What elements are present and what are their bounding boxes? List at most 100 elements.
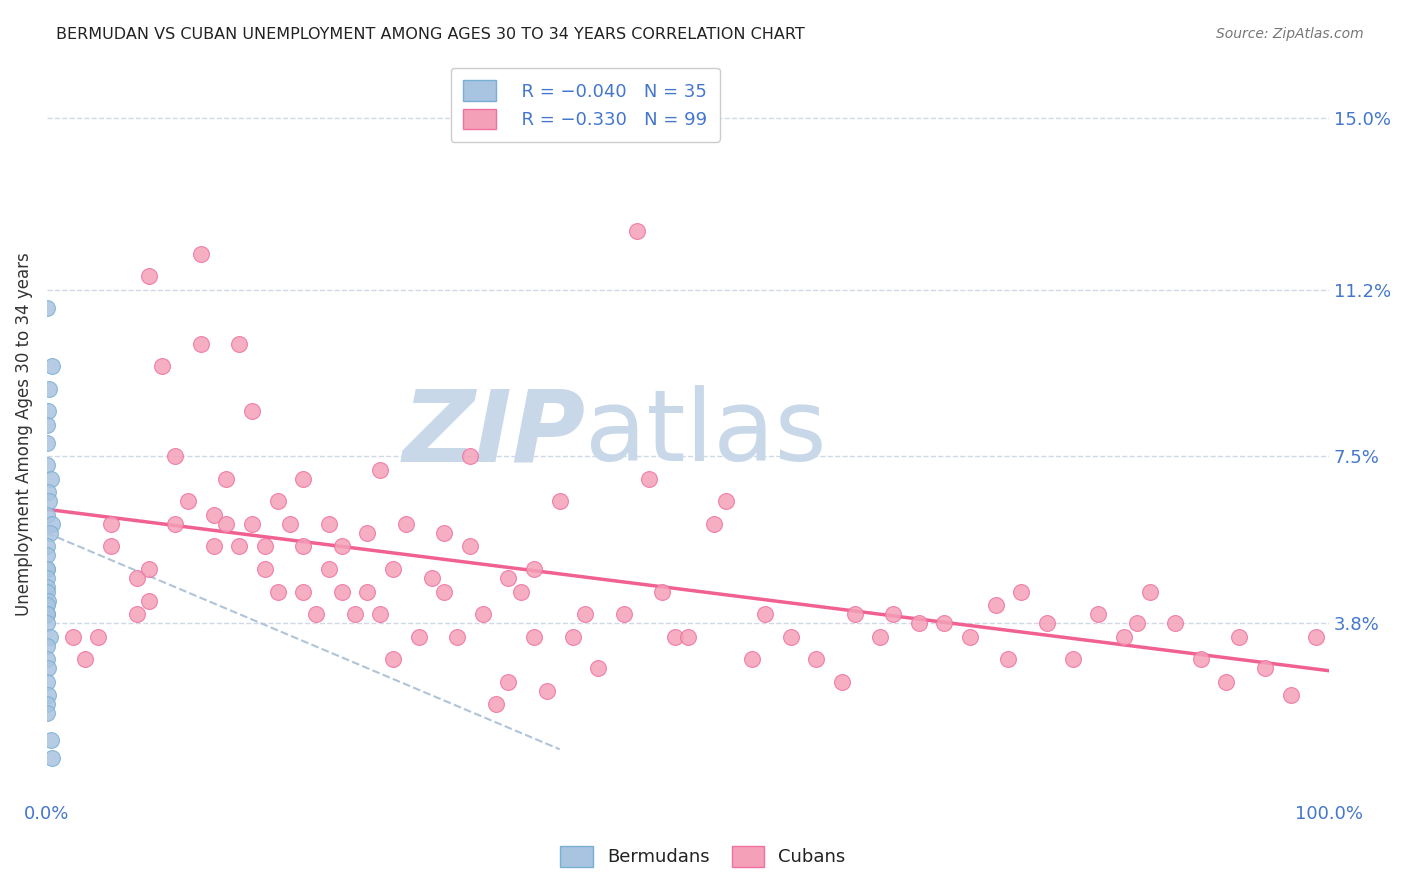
Legend:   R = −0.040   N = 35,   R = −0.330   N = 99: R = −0.040 N = 35, R = −0.330 N = 99 [451,68,720,142]
Point [215,472,238,486]
Point [150,359,173,374]
Point [35,607,58,621]
Point [38,382,60,396]
Point [395,516,418,531]
Point [1279,688,1302,702]
Point [934,616,956,631]
Point [471,607,494,621]
Point [1254,661,1277,675]
Point [1139,584,1161,599]
Point [35,435,58,450]
Point [1112,630,1135,644]
Point [330,584,353,599]
Point [844,607,866,621]
Point [330,540,353,554]
Point [356,584,378,599]
Point [638,472,661,486]
Point [41,516,63,531]
Point [613,607,636,621]
Point [35,458,58,473]
Point [240,404,263,418]
Point [266,584,288,599]
Point [626,224,648,238]
Text: ZIP: ZIP [402,385,585,483]
Legend: Bermudans, Cubans: Bermudans, Cubans [553,838,853,874]
Point [754,607,776,621]
Text: Source: ZipAtlas.com: Source: ZipAtlas.com [1216,27,1364,41]
Text: BERMUDAN VS CUBAN UNEMPLOYMENT AMONG AGES 30 TO 34 YEARS CORRELATION CHART: BERMUDAN VS CUBAN UNEMPLOYMENT AMONG AGE… [56,27,806,42]
Point [356,525,378,540]
Point [292,584,315,599]
Point [37,688,59,702]
Point [41,751,63,765]
Point [703,516,725,531]
Point [35,508,58,522]
Point [38,630,60,644]
Point [35,639,58,653]
Point [35,598,58,612]
Point [382,652,405,666]
Point [41,733,63,747]
Point [318,516,340,531]
Point [280,516,302,531]
Point [35,616,58,631]
Point [651,584,673,599]
Point [292,472,315,486]
Point [35,674,58,689]
Point [202,540,225,554]
Point [1164,616,1187,631]
Point [35,652,58,666]
Point [62,630,84,644]
Point [804,652,827,666]
Point [586,661,609,675]
Point [523,562,546,576]
Point [138,562,160,576]
Point [1010,584,1032,599]
Point [35,540,58,554]
Point [368,463,391,477]
Point [39,525,62,540]
Point [716,494,738,508]
Point [37,593,59,607]
Point [318,562,340,576]
Point [536,683,558,698]
Point [831,674,853,689]
Point [177,494,200,508]
Point [100,516,122,531]
Point [382,562,405,576]
Point [907,616,929,631]
Point [420,571,443,585]
Point [35,562,58,576]
Point [498,571,520,585]
Point [125,607,148,621]
Point [458,450,481,464]
Point [779,630,801,644]
Point [165,450,187,464]
Point [523,630,546,644]
Point [959,630,981,644]
Point [305,607,328,621]
Point [75,652,97,666]
Point [548,494,571,508]
Point [741,652,763,666]
Point [1189,652,1212,666]
Point [676,630,699,644]
Point [253,540,276,554]
Point [100,540,122,554]
Point [41,359,63,374]
Point [35,562,58,576]
Point [510,584,533,599]
Point [1215,674,1237,689]
Point [253,562,276,576]
Point [1087,607,1109,621]
Point [433,525,456,540]
Point [574,607,596,621]
Point [35,301,58,315]
Point [997,652,1019,666]
Point [125,571,148,585]
Point [165,516,187,531]
Point [138,593,160,607]
Point [35,697,58,711]
Point [215,516,238,531]
Point [35,706,58,721]
